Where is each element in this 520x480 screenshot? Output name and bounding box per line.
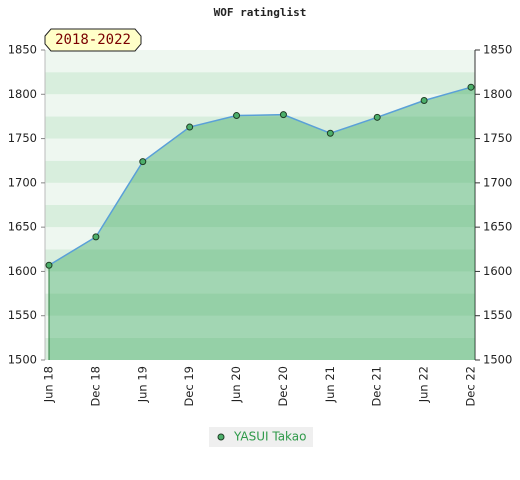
band [45, 205, 475, 228]
y2-tick-label: 1600 [483, 264, 512, 278]
band [45, 271, 475, 294]
y2-tick-label: 1800 [483, 87, 512, 101]
y2-tick-label: 1750 [483, 131, 512, 145]
y2-tick-label: 1500 [483, 353, 512, 367]
band [45, 116, 475, 139]
point [373, 113, 381, 121]
line [48, 86, 472, 266]
legend-label: YASUI Takao [233, 430, 307, 444]
point [326, 129, 334, 137]
point [45, 261, 53, 269]
area [49, 87, 475, 360]
legend-box [209, 427, 313, 447]
plot-background [44, 50, 476, 360]
x-tick-label: Dec 22 [464, 366, 478, 407]
y-tick-label: 1750 [8, 131, 37, 145]
x-tick-label: Dec 20 [276, 366, 290, 407]
band [45, 249, 475, 272]
y2-tick-label: 1550 [483, 308, 512, 322]
x-tick-label: Jun 18 [42, 366, 56, 403]
y-tick-label: 1650 [8, 220, 37, 234]
period-box [44, 28, 142, 52]
y-tick-label: 1800 [8, 87, 37, 101]
point [92, 233, 100, 241]
point [233, 112, 241, 120]
legend-marker [217, 433, 225, 441]
y-tick-label: 1550 [8, 308, 37, 322]
plot [45, 83, 475, 360]
band [45, 293, 475, 316]
y2-tick-label: 1700 [483, 175, 512, 189]
point [186, 123, 194, 131]
band [45, 72, 475, 95]
y-tick-label: 1850 [8, 43, 37, 57]
band [45, 182, 475, 205]
x-tick-label: Jun 21 [323, 366, 337, 403]
x-tick-label: Dec 18 [88, 366, 102, 407]
band [45, 94, 475, 117]
y2-tick-label: 1650 [483, 220, 512, 234]
point [279, 111, 287, 119]
band [45, 315, 475, 338]
point [467, 83, 475, 91]
band [45, 160, 475, 183]
x-tick-label: Jun 19 [135, 366, 149, 403]
band [45, 50, 475, 73]
x-tick-label: Jun 20 [229, 366, 243, 403]
x-tick-label: Dec 21 [370, 366, 384, 407]
band [45, 337, 475, 360]
band [45, 227, 475, 250]
y-tick-label: 1500 [8, 353, 37, 367]
point [139, 158, 147, 166]
chart-title: WOF ratinglist [214, 6, 307, 19]
y-tick-label: 1700 [8, 175, 37, 189]
x-tick-label: Jun 22 [417, 366, 431, 403]
period-label: 2018-2022 [55, 32, 131, 48]
y-tick-label: 1600 [8, 264, 37, 278]
y2-tick-label: 1850 [483, 43, 512, 57]
point [420, 96, 428, 104]
x-tick-label: Dec 19 [182, 366, 196, 407]
